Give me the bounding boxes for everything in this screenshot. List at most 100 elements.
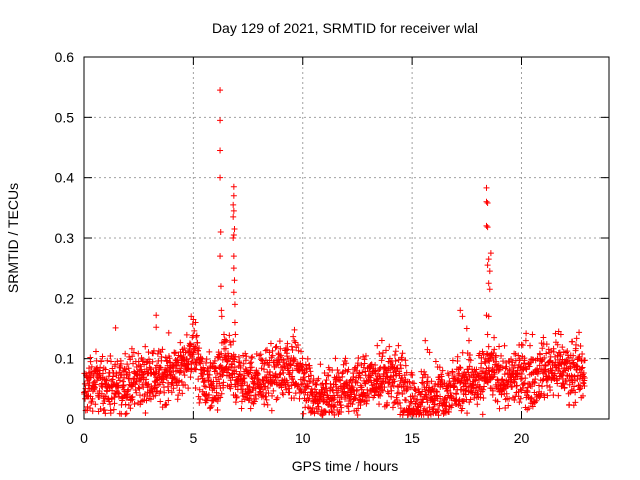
data-point (485, 280, 492, 287)
data-point (414, 396, 421, 403)
data-point (262, 373, 269, 380)
data-point (231, 225, 238, 232)
data-point (230, 265, 237, 272)
data-point (506, 395, 513, 402)
data-point (343, 360, 350, 367)
data-point (579, 350, 586, 357)
data-point (464, 410, 471, 417)
data-point (232, 331, 239, 338)
data-point (570, 352, 577, 359)
data-point (486, 268, 493, 275)
data-point (569, 338, 576, 345)
data-point (557, 331, 564, 338)
data-point (364, 397, 371, 404)
data-point (519, 342, 526, 349)
data-point (495, 367, 502, 374)
data-point (124, 361, 131, 368)
data-point (332, 355, 339, 362)
data-point (260, 366, 267, 373)
data-point (424, 379, 431, 386)
data-point (123, 410, 130, 417)
data-point (490, 349, 497, 356)
data-point (159, 346, 166, 353)
data-point (323, 376, 330, 383)
data-point (299, 362, 306, 369)
data-point (188, 313, 195, 320)
data-point (298, 348, 305, 355)
data-point (214, 370, 221, 377)
data-point (355, 405, 362, 412)
data-point (332, 381, 339, 388)
data-point (552, 330, 559, 337)
data-point (87, 358, 94, 365)
data-point (334, 367, 341, 374)
data-point (453, 391, 460, 398)
data-point (379, 349, 386, 356)
data-point (218, 350, 225, 357)
data-point (339, 370, 346, 377)
data-point (572, 389, 579, 396)
data-point (231, 319, 238, 326)
data-point (418, 379, 425, 386)
data-point (137, 363, 144, 370)
data-point (260, 386, 267, 393)
data-point (197, 396, 204, 403)
y-axis-label: SRMTID / TECUs (5, 183, 21, 293)
x-tick-label: 5 (189, 430, 197, 446)
data-point (289, 376, 296, 383)
data-point (104, 357, 111, 364)
data-point (541, 394, 548, 401)
data-point (288, 343, 295, 350)
data-point (92, 348, 99, 355)
data-point (376, 350, 383, 357)
data-point (223, 337, 230, 344)
data-point (218, 390, 225, 397)
data-point (392, 357, 399, 364)
data-point (360, 389, 367, 396)
data-point (480, 386, 487, 393)
data-point (149, 358, 156, 365)
data-point (491, 346, 498, 353)
data-point (557, 372, 564, 379)
data-point (192, 343, 199, 350)
data-point (419, 374, 426, 381)
data-point (457, 307, 464, 314)
data-point (321, 408, 328, 415)
data-point (236, 359, 243, 366)
data-point (491, 334, 498, 341)
data-point (251, 398, 258, 405)
data-point (568, 372, 575, 379)
data-point (529, 331, 536, 338)
data-point (489, 374, 496, 381)
data-point (499, 364, 506, 371)
data-point (206, 371, 213, 378)
data-point (107, 410, 114, 417)
data-point (579, 364, 586, 371)
data-point (388, 373, 395, 380)
data-point (253, 395, 260, 402)
data-point (311, 386, 318, 393)
data-point (204, 395, 211, 402)
data-point (156, 381, 163, 388)
data-point (220, 384, 227, 391)
data-point (277, 345, 284, 352)
data-point (99, 370, 106, 377)
data-point (174, 356, 181, 363)
data-point (473, 366, 480, 373)
data-point (196, 399, 203, 406)
data-point (389, 404, 396, 411)
data-point (176, 377, 183, 384)
data-point (123, 366, 130, 373)
data-point (395, 342, 402, 349)
data-point (286, 389, 293, 396)
chart-title: Day 129 of 2021, SRMTID for receiver wla… (212, 20, 478, 36)
data-point (329, 386, 336, 393)
data-point (140, 356, 147, 363)
data-point (157, 388, 164, 395)
data-point (424, 346, 431, 353)
data-point (481, 358, 488, 365)
data-point (277, 370, 284, 377)
data-point (337, 377, 344, 384)
